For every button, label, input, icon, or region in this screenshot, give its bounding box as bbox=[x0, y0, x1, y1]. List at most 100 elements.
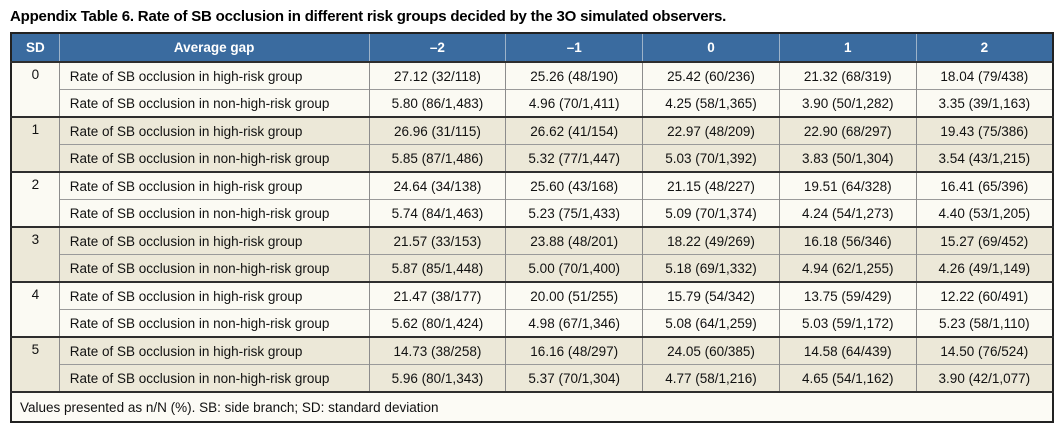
row-label: Rate of SB occlusion in non-high-risk gr… bbox=[58, 89, 370, 117]
value-cell: 26.96 (31/115) bbox=[368, 117, 506, 145]
column-header-1: 1 bbox=[778, 33, 917, 62]
page-title: Appendix Table 6. Rate of SB occlusion i… bbox=[10, 8, 727, 25]
column-header-sd: SD bbox=[11, 33, 60, 62]
row-label: Rate of SB occlusion in non-high-risk gr… bbox=[58, 364, 370, 392]
value-cell: 25.42 (60/236) bbox=[642, 62, 780, 90]
column-header-minus2: –2 bbox=[368, 33, 506, 62]
table-row: 3 Rate of SB occlusion in high-risk grou… bbox=[11, 227, 1053, 255]
value-cell: 22.90 (68/297) bbox=[778, 117, 917, 145]
value-cell: 20.00 (51/255) bbox=[505, 282, 643, 310]
column-header-0: 0 bbox=[642, 33, 780, 62]
sd-group-2: 2 Rate of SB occlusion in high-risk grou… bbox=[11, 172, 1053, 227]
table-row: Rate of SB occlusion in non-high-risk gr… bbox=[11, 199, 1053, 227]
value-cell: 5.32 (77/1,447) bbox=[505, 144, 643, 172]
sd-group-5: 5 Rate of SB occlusion in high-risk grou… bbox=[11, 337, 1053, 392]
value-cell: 24.64 (34/138) bbox=[368, 172, 506, 200]
value-cell: 5.03 (70/1,392) bbox=[642, 144, 780, 172]
value-cell: 23.88 (48/201) bbox=[505, 227, 643, 255]
value-cell: 21.47 (38/177) bbox=[368, 282, 506, 310]
value-cell: 4.40 (53/1,205) bbox=[915, 199, 1053, 227]
value-cell: 5.18 (69/1,332) bbox=[642, 254, 780, 282]
column-header-2: 2 bbox=[915, 33, 1053, 62]
table-row: Rate of SB occlusion in non-high-risk gr… bbox=[11, 309, 1053, 337]
value-cell: 18.04 (79/438) bbox=[915, 62, 1053, 90]
table-header: SD Average gap –2 –1 0 1 2 bbox=[11, 33, 1053, 62]
value-cell: 5.62 (80/1,424) bbox=[368, 309, 506, 337]
value-cell: 5.08 (64/1,259) bbox=[642, 309, 780, 337]
sd-cell: 3 bbox=[31, 232, 40, 247]
value-cell: 5.00 (70/1,400) bbox=[505, 254, 643, 282]
row-label: Rate of SB occlusion in non-high-risk gr… bbox=[58, 254, 370, 282]
row-label: Rate of SB occlusion in high-risk group bbox=[58, 117, 370, 145]
value-cell: 21.15 (48/227) bbox=[642, 172, 780, 200]
table-row: 5 Rate of SB occlusion in high-risk grou… bbox=[11, 337, 1053, 365]
sd-cell: 1 bbox=[31, 122, 40, 137]
column-header-average-gap: Average gap bbox=[58, 33, 370, 62]
value-cell: 5.96 (80/1,343) bbox=[368, 364, 506, 392]
value-cell: 4.98 (67/1,346) bbox=[505, 309, 643, 337]
value-cell: 16.18 (56/346) bbox=[778, 227, 917, 255]
sd-cell: 5 bbox=[31, 342, 40, 357]
row-label: Rate of SB occlusion in high-risk group bbox=[58, 227, 370, 255]
table-row: Rate of SB occlusion in non-high-risk gr… bbox=[11, 144, 1053, 172]
sd-cell: 4 bbox=[31, 287, 40, 302]
value-cell: 4.26 (49/1,149) bbox=[915, 254, 1053, 282]
value-cell: 5.87 (85/1,448) bbox=[368, 254, 506, 282]
row-label: Rate of SB occlusion in high-risk group bbox=[58, 62, 370, 90]
value-cell: 3.90 (50/1,282) bbox=[778, 89, 917, 117]
table-row: 2 Rate of SB occlusion in high-risk grou… bbox=[11, 172, 1053, 200]
value-cell: 5.09 (70/1,374) bbox=[642, 199, 780, 227]
sd-group-4: 4 Rate of SB occlusion in high-risk grou… bbox=[11, 282, 1053, 337]
sd-group-3: 3 Rate of SB occlusion in high-risk grou… bbox=[11, 227, 1053, 282]
value-cell: 19.51 (64/328) bbox=[778, 172, 917, 200]
value-cell: 5.85 (87/1,486) bbox=[368, 144, 506, 172]
value-cell: 21.32 (68/319) bbox=[778, 62, 917, 90]
row-label: Rate of SB occlusion in high-risk group bbox=[58, 172, 370, 200]
value-cell: 5.23 (75/1,433) bbox=[505, 199, 643, 227]
row-label: Rate of SB occlusion in non-high-risk gr… bbox=[58, 199, 370, 227]
row-label: Rate of SB occlusion in high-risk group bbox=[58, 337, 370, 365]
value-cell: 26.62 (41/154) bbox=[505, 117, 643, 145]
value-cell: 14.58 (64/439) bbox=[778, 337, 917, 365]
value-cell: 12.22 (60/491) bbox=[915, 282, 1053, 310]
value-cell: 15.27 (69/452) bbox=[915, 227, 1053, 255]
value-cell: 16.16 (48/297) bbox=[505, 337, 643, 365]
table-footer: Values presented as n/N (%). SB: side br… bbox=[11, 391, 1053, 422]
value-cell: 4.94 (62/1,255) bbox=[778, 254, 917, 282]
value-cell: 3.54 (43/1,215) bbox=[915, 144, 1053, 172]
value-cell: 27.12 (32/118) bbox=[368, 62, 506, 90]
value-cell: 4.96 (70/1,411) bbox=[505, 89, 643, 117]
table-row: 4 Rate of SB occlusion in high-risk grou… bbox=[11, 282, 1053, 310]
sd-cell: 2 bbox=[31, 177, 40, 192]
value-cell: 24.05 (60/385) bbox=[642, 337, 780, 365]
row-label: Rate of SB occlusion in non-high-risk gr… bbox=[58, 144, 370, 172]
table-row: Rate of SB occlusion in non-high-risk gr… bbox=[11, 89, 1053, 117]
footnote-text: Values presented as n/N (%). SB: side br… bbox=[11, 391, 1053, 422]
table-row: Rate of SB occlusion in non-high-risk gr… bbox=[11, 254, 1053, 282]
table-row: 0 Rate of SB occlusion in high-risk grou… bbox=[11, 62, 1053, 90]
value-cell: 4.24 (54/1,273) bbox=[778, 199, 917, 227]
value-cell: 13.75 (59/429) bbox=[778, 282, 917, 310]
value-cell: 25.26 (48/190) bbox=[505, 62, 643, 90]
table-row: Rate of SB occlusion in non-high-risk gr… bbox=[11, 364, 1053, 392]
value-cell: 3.83 (50/1,304) bbox=[778, 144, 917, 172]
value-cell: 4.77 (58/1,216) bbox=[642, 364, 780, 392]
value-cell: 18.22 (49/269) bbox=[642, 227, 780, 255]
value-cell: 25.60 (43/168) bbox=[505, 172, 643, 200]
value-cell: 5.74 (84/1,463) bbox=[368, 199, 506, 227]
value-cell: 5.23 (58/1,110) bbox=[915, 309, 1053, 337]
value-cell: 5.03 (59/1,172) bbox=[778, 309, 917, 337]
value-cell: 16.41 (65/396) bbox=[915, 172, 1053, 200]
value-cell: 14.73 (38/258) bbox=[368, 337, 506, 365]
sb-occlusion-table: SD Average gap –2 –1 0 1 2 0 Rate of SB … bbox=[10, 32, 1054, 423]
value-cell: 21.57 (33/153) bbox=[368, 227, 506, 255]
value-cell: 19.43 (75/386) bbox=[915, 117, 1053, 145]
value-cell: 15.79 (54/342) bbox=[642, 282, 780, 310]
sd-cell: 0 bbox=[31, 67, 40, 82]
value-cell: 5.80 (86/1,483) bbox=[368, 89, 506, 117]
sd-group-1: 1 Rate of SB occlusion in high-risk grou… bbox=[11, 117, 1053, 172]
column-header-minus1: –1 bbox=[505, 33, 643, 62]
value-cell: 3.35 (39/1,163) bbox=[915, 89, 1053, 117]
value-cell: 5.37 (70/1,304) bbox=[505, 364, 643, 392]
header-row: SD Average gap –2 –1 0 1 2 bbox=[11, 33, 1053, 62]
